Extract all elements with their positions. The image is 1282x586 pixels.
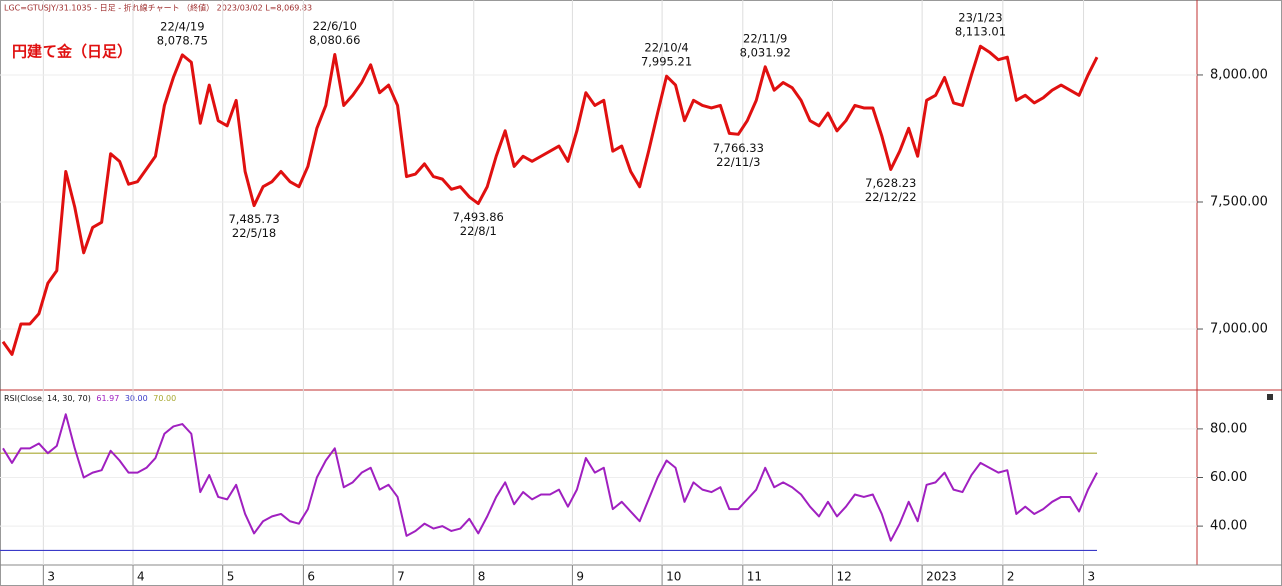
y-tick-label: 7,000.00: [1210, 322, 1268, 337]
annotation-date: 22/8/1: [460, 224, 497, 238]
rsi-header: RSI(Close, 14, 30, 70) 61.97 30.00 70.00: [4, 394, 176, 403]
x-tick-label: 6: [307, 570, 315, 584]
annotation-value: 8,113.01: [955, 25, 1006, 39]
data-line: [2, 413, 1098, 542]
annotation-value: 8,080.66: [309, 33, 360, 47]
x-tick-label: 3: [1088, 570, 1096, 584]
rsi-lower: 30.00: [125, 394, 148, 403]
annotation-date: 22/11/3: [716, 155, 760, 169]
annotation-value: 8,078.75: [157, 33, 208, 47]
panel-button: [1267, 394, 1273, 400]
rsi-name: RSI(Close, 14, 30, 70): [4, 394, 91, 403]
y-tick-label: 60.00: [1210, 470, 1247, 485]
x-tick-label: 12: [836, 570, 851, 584]
annotation-date: 22/6/10: [313, 19, 357, 33]
annotation-date: 22/10/4: [644, 41, 688, 55]
rsi-upper: 70.00: [153, 394, 176, 403]
y-tick-label: 80.00: [1210, 421, 1247, 436]
x-tick-label: 10: [666, 570, 681, 584]
x-tick-label: 8: [478, 570, 486, 584]
x-tick-label: 4: [137, 570, 145, 584]
y-tick-label: 40.00: [1210, 519, 1247, 534]
annotation-value: 7,995.21: [641, 55, 692, 69]
annotation-date: 22/11/9: [743, 31, 787, 45]
data-line: [1, 44, 1099, 356]
annotation-date: 22/5/18: [232, 226, 276, 240]
y-tick-label: 7,500.00: [1210, 194, 1268, 209]
x-tick-label: 3: [47, 570, 55, 584]
x-tick-label: 11: [747, 570, 762, 584]
annotation-value: 7,485.73: [228, 212, 279, 226]
y-tick-label: 8,000.00: [1210, 67, 1268, 82]
annotation-date: 22/4/19: [160, 19, 204, 33]
price-header: LGC=GTUSJY/31.1035 - 日足 - 折れ線チャート （終値） 2…: [4, 3, 312, 13]
x-tick-label: 2023: [926, 570, 957, 584]
chart-title: 円建て金（日足）: [12, 43, 132, 61]
annotation-date: 23/1/23: [958, 11, 1002, 25]
annotation-date: 22/12/22: [865, 190, 917, 204]
x-tick-label: 9: [576, 570, 584, 584]
x-tick-label: 5: [227, 570, 235, 584]
annotation-value: 8,031.92: [740, 45, 791, 59]
annotation-value: 7,493.86: [453, 210, 504, 224]
x-tick-label: 7: [397, 570, 405, 584]
rsi-last: 61.97: [96, 394, 119, 403]
x-tick-label: 2: [1007, 570, 1015, 584]
annotation-value: 7,766.33: [713, 141, 764, 155]
annotation-value: 7,628.23: [865, 176, 916, 190]
